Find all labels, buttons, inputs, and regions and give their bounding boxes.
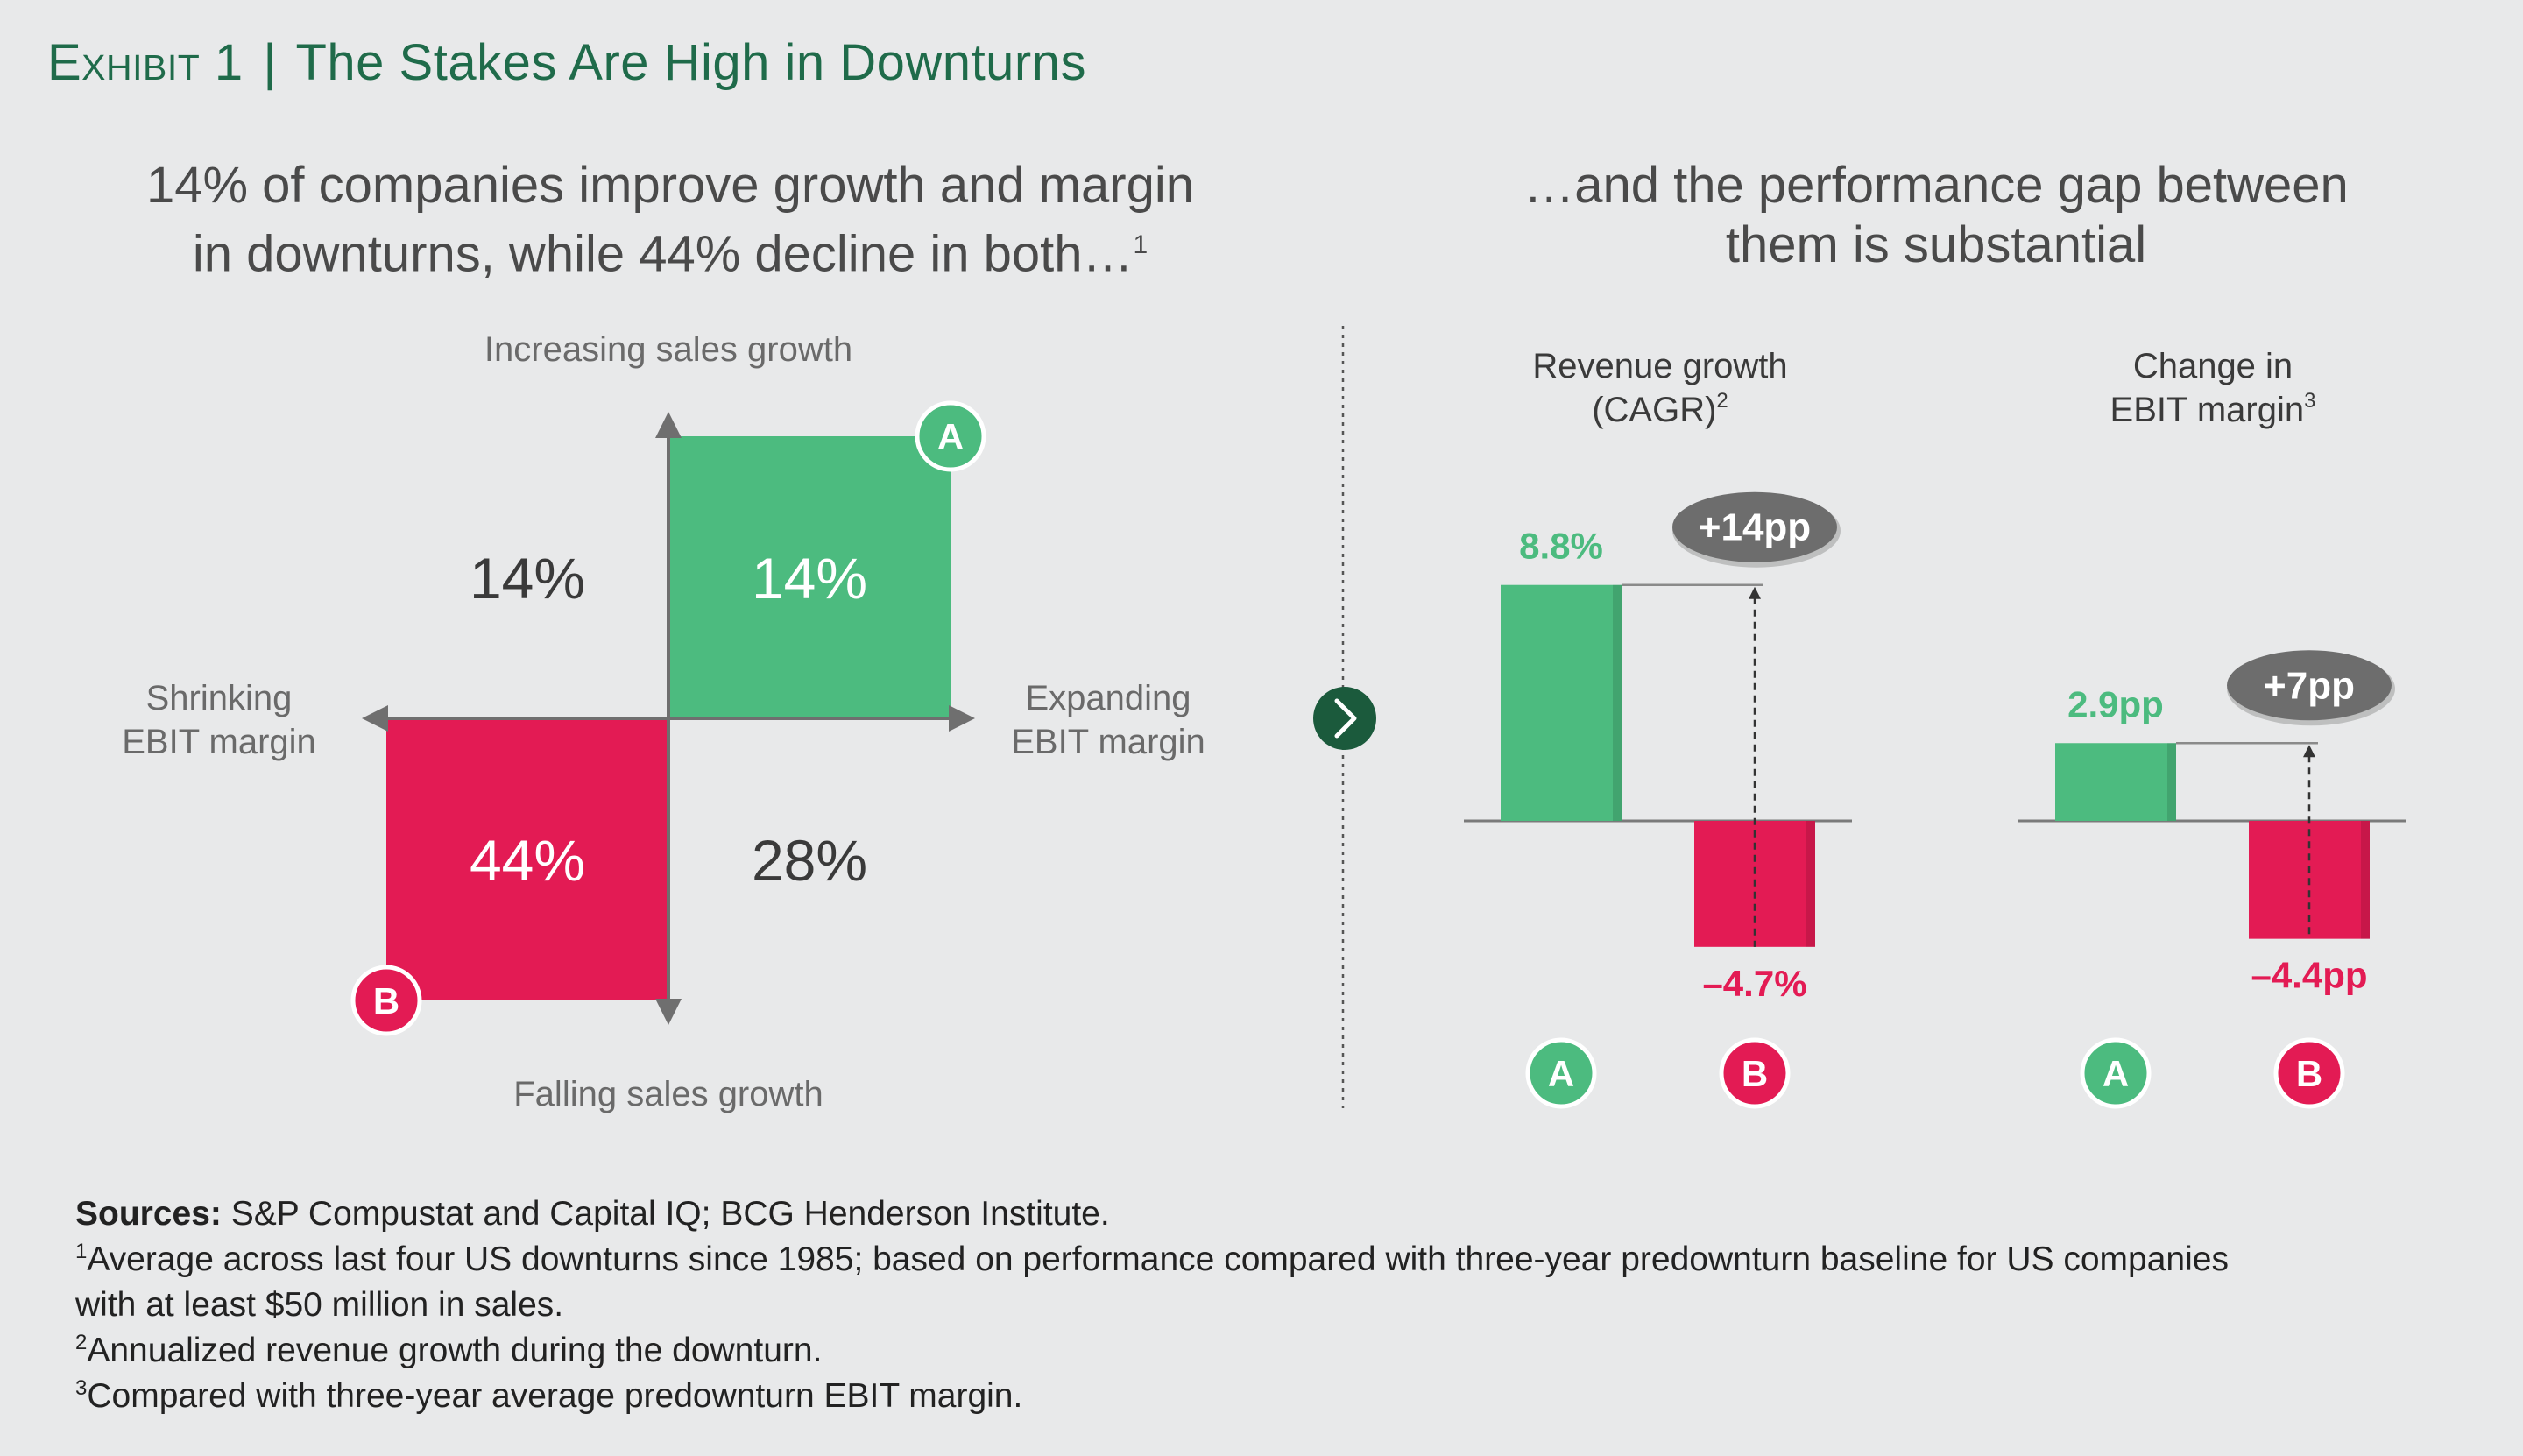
bar-chart-2-value-label-B: –4.4pp — [2251, 955, 2367, 996]
footnote-3-text: Compared with three-year average predown… — [87, 1377, 1023, 1415]
footnote-1-text: Average across last four US downturns si… — [87, 1240, 2229, 1278]
bar-chart-2-marker-A-letter: A — [2102, 1053, 2129, 1094]
axis-label-left-line1: Shrinking — [146, 679, 293, 717]
left-heading-line2: in downturns, while 44% decline in both… — [192, 225, 1134, 283]
bar-chart-2-bar-shade-A — [2167, 743, 2176, 821]
axis-label-bottom: Falling sales growth — [513, 1075, 823, 1113]
bar-chart-1-gap-pill — [1672, 491, 1837, 562]
bar-chart-1-bar-shade-B — [1806, 821, 1815, 947]
left-heading-sup: 1 — [1133, 230, 1148, 259]
quadrant-top-right — [668, 436, 951, 718]
footer: Sources: S&P Compustat and Capital IQ; B… — [75, 1191, 2441, 1419]
right-heading-line2: them is substantial — [1725, 216, 2147, 273]
sources-label: Sources: — [75, 1195, 222, 1233]
axis-label-right-line2: EBIT margin — [1011, 723, 1205, 761]
exhibit-label: Exhibit 1 — [47, 34, 244, 91]
chevron-icon-circle — [1313, 687, 1376, 750]
bar-chart-2-title-sup: 3 — [2304, 389, 2315, 413]
arrow-right — [949, 705, 975, 732]
footnote-2-mark: 2 — [75, 1331, 88, 1354]
footnote-1-mark: 1 — [75, 1240, 88, 1263]
quadrant-marker-A-letter: A — [937, 416, 964, 457]
arrow-up — [655, 412, 682, 438]
bar-chart-1-title-line1: Revenue growth — [1532, 347, 1787, 385]
footnote-1-cont-text: with at least $50 million in sales. — [75, 1286, 564, 1324]
bar-chart-2-gap-pill — [2227, 650, 2392, 721]
quadrant-marker-B-letter: B — [373, 980, 399, 1021]
bar-chart-2-gap-arrowhead — [2303, 745, 2315, 758]
bar-chart-1-marker-B-circle — [1719, 1037, 1791, 1109]
title-separator: | — [263, 34, 277, 91]
bar-chart-1-value-label-B: –4.7% — [1702, 963, 1806, 1004]
sources-line: Sources: S&P Compustat and Capital IQ; B… — [75, 1191, 2441, 1237]
left-heading-line1: 14% of companies improve growth and marg… — [145, 157, 1195, 214]
quadrant-bottom-left — [386, 718, 668, 1000]
footnote-3-mark: 3 — [75, 1376, 88, 1400]
bar-chart-2-marker-A-circle — [2080, 1037, 2152, 1109]
bar-chart-2-marker-B-letter: B — [2296, 1053, 2322, 1094]
quadrant-value-bottom-left: 44% — [470, 828, 585, 893]
sources-text: S&P Compustat and Capital IQ; BCG Hender… — [230, 1195, 1110, 1233]
bar-chart-2-gap-label: +7pp — [2264, 664, 2355, 707]
footnote-1-cont: with at least $50 million in sales. — [75, 1283, 2441, 1328]
bar-chart-2-title-line2: EBIT margin3 — [2110, 389, 2316, 429]
axis-label-top: Increasing sales growth — [484, 330, 852, 369]
bar-chart-1-marker-B-letter: B — [1742, 1053, 1768, 1094]
chevron-right-icon — [1334, 698, 1357, 739]
bar-chart-1-gap-label: +14pp — [1699, 506, 1811, 549]
bar-chart-1-value-label-A: 8.8% — [1519, 526, 1603, 567]
axis-label-left-line2: EBIT margin — [122, 723, 316, 761]
axis-label-right-line1: Expanding — [1025, 679, 1191, 717]
title-text: The Stakes Are High in Downturns — [295, 34, 1087, 91]
chart-canvas: 14% 14% 44% 28% Increasing sales growth Falli… — [122, 326, 2406, 1113]
footnote-2-text: Annualized revenue growth during the dow… — [87, 1332, 823, 1369]
right-heading: …and the performance gap between them is… — [1437, 156, 2435, 275]
quadrant-value-top-right: 14% — [752, 546, 867, 611]
quadrant-value-bottom-right: 28% — [752, 828, 867, 893]
footnote-2: 2Annualized revenue growth during the do… — [75, 1328, 2441, 1374]
footnote-1: 1Average across last four US downturns s… — [75, 1237, 2441, 1283]
bar-chart-2-bar-A — [2055, 743, 2176, 821]
bar-chart-2-marker-B-circle — [2273, 1037, 2345, 1109]
bar-chart-2-bar-shade-B — [2361, 821, 2370, 939]
bar-chart-1-marker-A-letter: A — [1548, 1053, 1574, 1094]
arrow-left — [362, 705, 388, 732]
bar-chart-2-title-line1: Change in — [2133, 347, 2293, 385]
quadrant-marker-A-circle — [915, 400, 986, 472]
bar-chart-1-marker-A-circle — [1525, 1037, 1597, 1109]
right-heading-line1: …and the performance gap between — [1523, 157, 2349, 214]
quadrant-marker-B-circle — [350, 965, 422, 1036]
quadrant-value-top-left: 14% — [470, 546, 585, 611]
bar-chart-1-bar-A — [1501, 584, 1622, 821]
arrow-down — [655, 999, 682, 1025]
left-heading: 14% of companies improve growth and marg… — [88, 156, 1253, 284]
bar-chart-1-bar-shade-A — [1613, 584, 1622, 821]
footnote-3: 3Compared with three-year average predow… — [75, 1374, 2441, 1419]
exhibit-title: Exhibit 1 | The Stakes Are High in Downt… — [47, 33, 1086, 92]
bar-chart-1-title-sup: 2 — [1716, 389, 1728, 413]
bar-chart-1-gap-arrowhead — [1749, 586, 1761, 599]
bar-chart-2-value-label-A: 2.9pp — [2067, 683, 2164, 724]
bar-chart-1-title-line2: (CAGR)2 — [1592, 389, 1728, 429]
